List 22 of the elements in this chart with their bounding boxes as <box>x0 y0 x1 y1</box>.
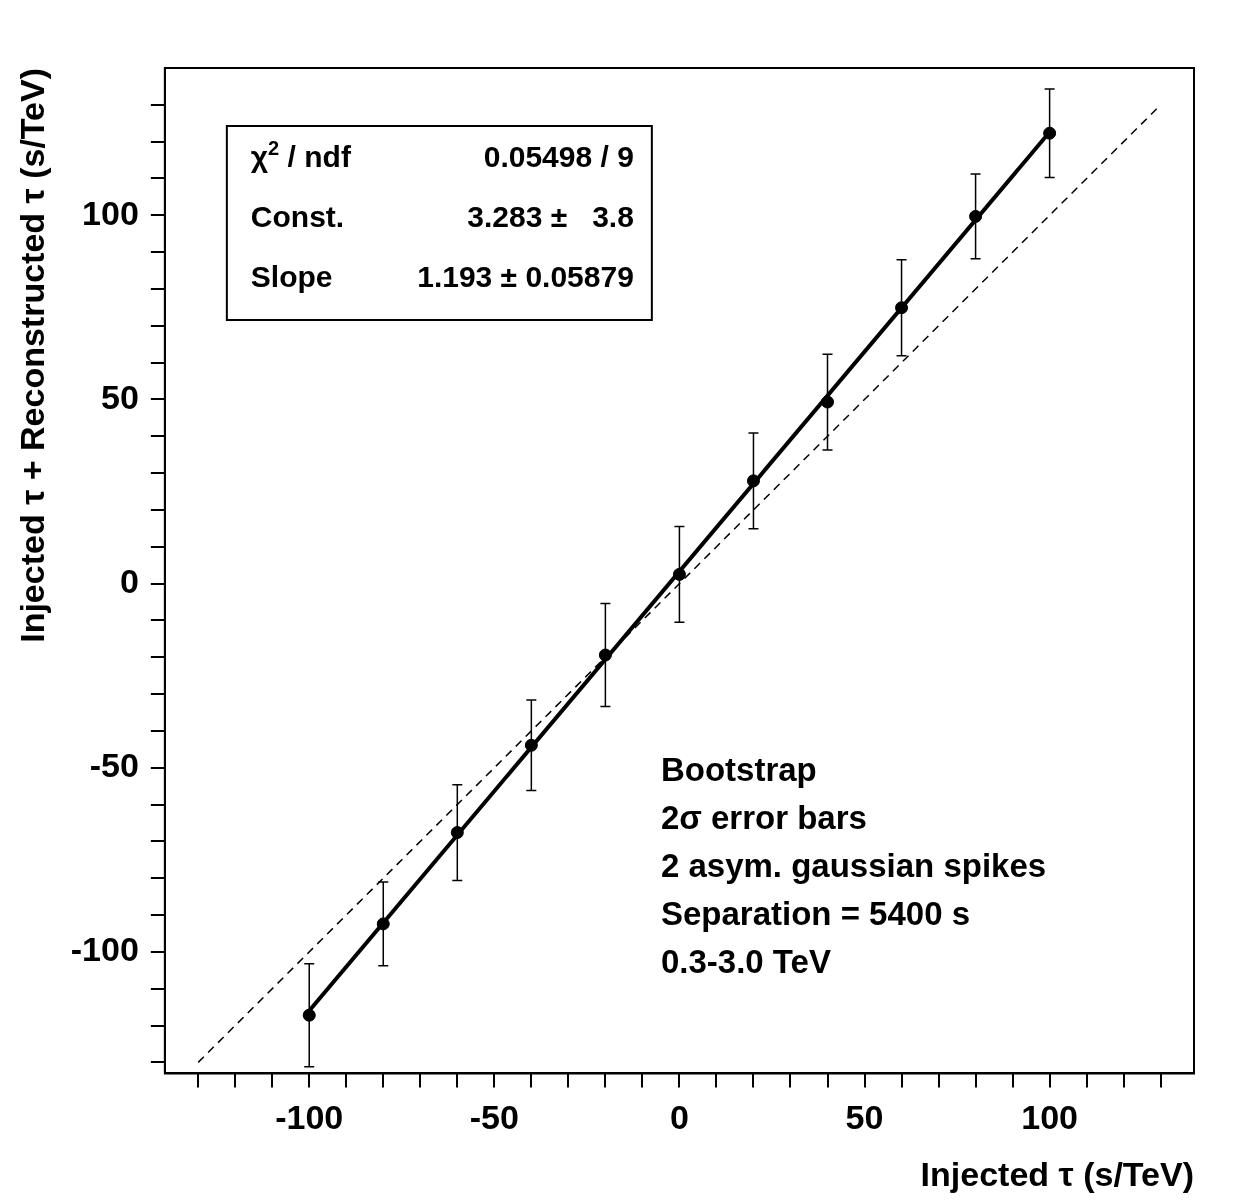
x-axis-title: Injected τ (s/TeV) <box>920 1154 1194 1193</box>
annotation: 2σ error bars <box>660 798 867 836</box>
y-tick-label: -100 <box>70 930 139 969</box>
y-tick-label: 0 <box>119 561 139 600</box>
x-tick-label: 100 <box>1021 1098 1078 1137</box>
annotation: Const. <box>250 200 345 234</box>
annotation: Slope <box>250 260 333 294</box>
annotation: 3.283 ± 3.8 <box>467 200 634 234</box>
annotation: 0.3-3.0 TeV <box>660 942 831 980</box>
y-tick-label: -50 <box>89 746 139 785</box>
x-tick-label: 0 <box>669 1098 689 1137</box>
x-tick-label: 50 <box>845 1098 884 1137</box>
y-tick-label: 50 <box>101 377 139 416</box>
x-tick-label: -100 <box>275 1098 344 1137</box>
annotation: 0.05498 / 9 <box>483 140 634 174</box>
annotation: Bootstrap <box>660 750 817 788</box>
annotation: Separation = 5400 s <box>660 894 971 932</box>
annotation: 2 asym. gaussian spikes <box>660 846 1047 884</box>
y-tick-label: 100 <box>82 193 139 232</box>
y-axis-title: Injected τ + Reconstructed τ (s/TeV) <box>12 68 51 643</box>
x-tick-label: -50 <box>469 1098 519 1137</box>
annotation: 1.193 ± 0.05879 <box>417 260 634 294</box>
